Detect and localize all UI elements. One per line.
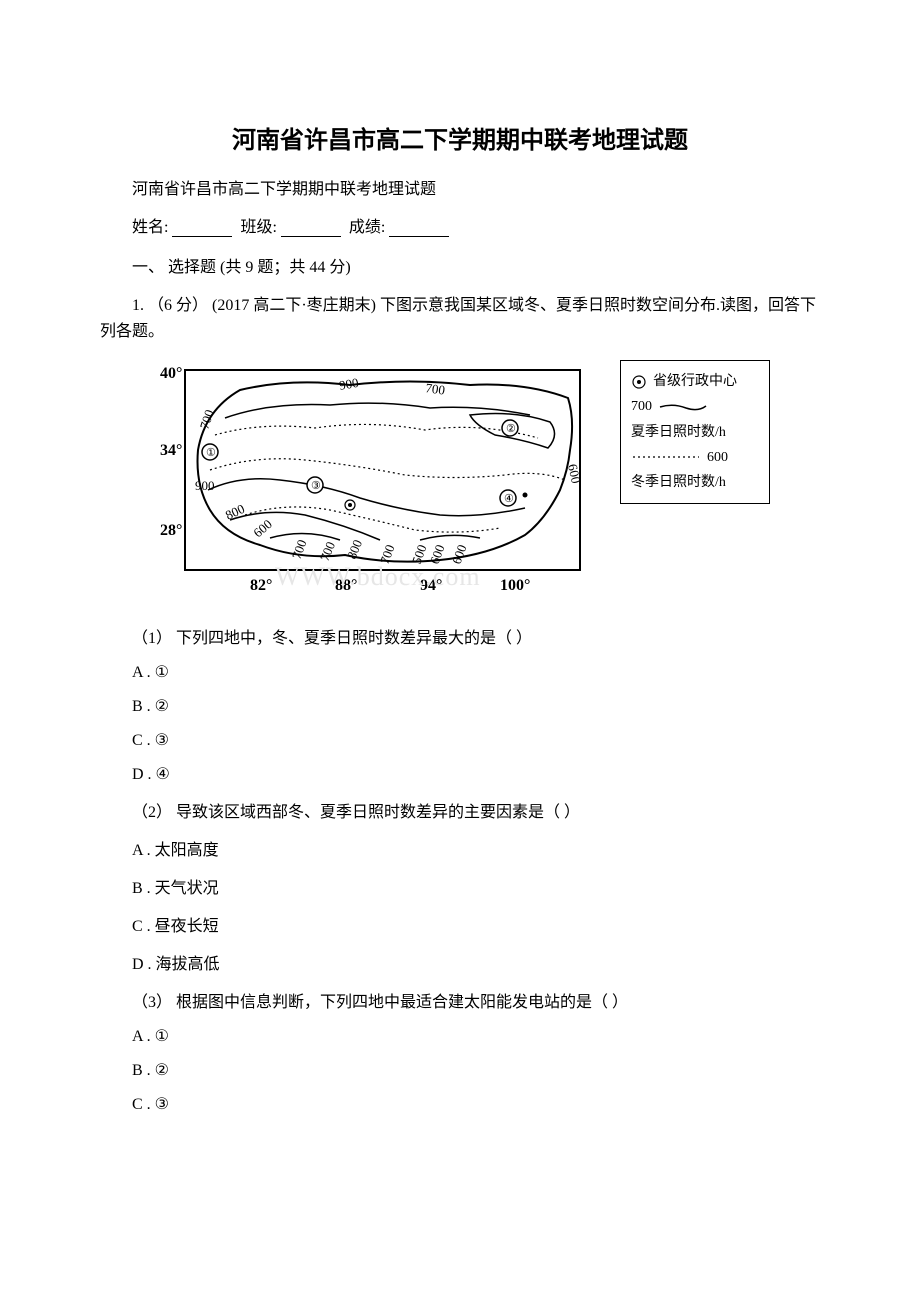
option-2a: A . 太阳高度 [100, 836, 820, 860]
page-title: 河南省许昌市高二下学期期中联考地理试题 [100, 120, 820, 155]
class-label: 班级: [240, 219, 276, 236]
score-blank [389, 221, 449, 237]
legend-summer-value: 700 [631, 394, 652, 419]
watermark: WWW.bdocx.com [275, 562, 481, 591]
option-1a: A . ① [100, 662, 820, 682]
option-1d: D . ④ [100, 764, 820, 784]
legend-row-capital: 省级行政中心 [631, 369, 759, 394]
svg-text:800: 800 [223, 501, 247, 523]
option-1b: B . ② [100, 696, 820, 716]
name-blank [172, 221, 232, 237]
sub-question-1: （1） 下列四地中，冬、夏季日照时数差异最大的是（ ） [100, 624, 820, 648]
lat-40: 40° [160, 365, 182, 382]
svg-text:600: 600 [250, 516, 275, 540]
legend-row-winter-text: 冬季日照时数/h [631, 470, 759, 495]
figure-container: 40° 34° 28° 82° 88° 94° 100° 900 700 700… [130, 360, 820, 610]
legend-row-winter-val: 600 [631, 445, 759, 470]
lon-82: 82° [250, 577, 272, 594]
option-2b: B . 天气状况 [100, 874, 820, 898]
question-intro: 1. （6 分） (2017 高二下·枣庄期末) 下图示意我国某区域冬、夏季日照… [100, 293, 820, 344]
sub-question-2: （2） 导致该区域西部冬、夏季日照时数差异的主要因素是（ ） [100, 798, 820, 822]
name-label: 姓名: [132, 219, 168, 236]
lat-28: 28° [160, 522, 182, 539]
svg-text:③: ③ [311, 480, 321, 492]
option-3a: A . ① [100, 1026, 820, 1046]
sub-question-3: （3） 根据图中信息判断，下列四地中最适合建太阳能发电站的是（ ） [100, 988, 820, 1012]
svg-text:700: 700 [289, 538, 310, 561]
lon-100: 100° [500, 577, 530, 594]
lat-34: 34° [160, 442, 182, 459]
svg-text:①: ① [206, 447, 216, 459]
legend-capital-text: 省级行政中心 [653, 369, 737, 394]
legend-summer-text: 夏季日照时数/h [631, 420, 726, 445]
section-header: 一、 选择题 (共 9 题；共 44 分) [100, 253, 820, 277]
legend-winter-value: 600 [707, 445, 728, 470]
option-3b: B . ② [100, 1060, 820, 1080]
class-blank [281, 221, 341, 237]
svg-text:②: ② [506, 423, 516, 435]
svg-text:700: 700 [317, 540, 338, 564]
svg-text:700: 700 [425, 380, 446, 398]
score-label: 成绩: [349, 219, 385, 236]
form-row: 姓名: 班级: 成绩: [100, 213, 820, 237]
svg-text:④: ④ [504, 493, 514, 505]
legend-box: 省级行政中心 700 夏季日照时数/h 600 冬季日照时数/h [620, 360, 770, 504]
subtitle: 河南省许昌市高二下学期期中联考地理试题 [100, 175, 820, 199]
legend-winter-text: 冬季日照时数/h [631, 470, 726, 495]
option-2d: D . 海拔高低 [100, 950, 820, 974]
svg-text:600: 600 [565, 463, 584, 485]
option-3c: C . ③ [100, 1094, 820, 1114]
svg-text:900: 900 [195, 478, 215, 493]
legend-row-summer-val: 700 [631, 394, 759, 419]
option-2c: C . 昼夜长短 [100, 912, 820, 936]
map-diagram: 40° 34° 28° 82° 88° 94° 100° 900 700 700… [130, 360, 600, 610]
option-1c: C . ③ [100, 730, 820, 750]
svg-text:900: 900 [338, 375, 360, 393]
legend-row-summer-text: 夏季日照时数/h [631, 420, 759, 445]
